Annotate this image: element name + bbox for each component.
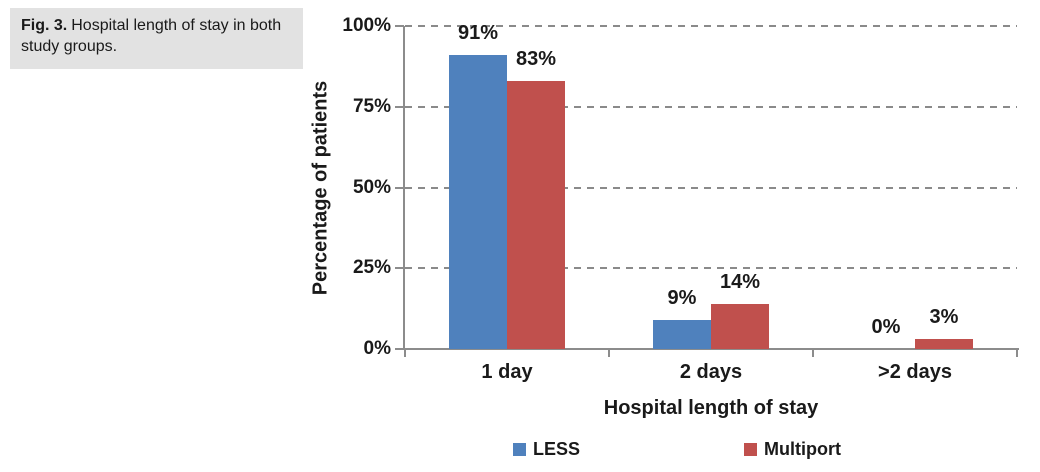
value-label-less-1-day: 91%	[457, 22, 499, 44]
x-axis-line	[403, 348, 1019, 350]
y-axis-line	[403, 26, 405, 350]
bar-less-2-days	[653, 320, 711, 349]
x-axis-tick-3	[1016, 350, 1018, 357]
value-label-multiport-2-days: 14%	[719, 271, 761, 293]
x-axis-tick-2	[812, 350, 814, 357]
bar-multiport-2-days	[711, 304, 769, 349]
y-tick-label-1: 75%	[352, 96, 391, 117]
x-tick-label-1-day: 1 day	[481, 361, 533, 383]
x-axis-tick-1	[608, 350, 610, 357]
figure-caption: Fig. 3. Hospital length of stay in both s…	[10, 8, 303, 69]
legend-swatch-less	[513, 442, 526, 456]
legend-swatch-multiport	[744, 442, 757, 456]
x-axis-tick-0	[404, 350, 406, 357]
y-axis-tick-1	[395, 106, 404, 108]
y-tick-label-2: 50%	[352, 177, 391, 198]
x-tick-label-2-days: 2 days	[679, 361, 743, 383]
y-axis-tick-4	[395, 348, 404, 350]
figure-caption-text: Hospital length of stay in both study gr…	[21, 17, 282, 55]
y-tick-label-0: 100%	[342, 15, 391, 36]
x-tick-label--2-days: >2 days	[878, 361, 952, 383]
y-tick-label-3: 25%	[352, 257, 391, 278]
gridline-100pct	[405, 25, 1017, 27]
legend-label-multiport: Multiport	[764, 439, 841, 459]
gridline-75pct	[405, 106, 1017, 108]
gridline-25pct	[405, 267, 1017, 269]
legend-item-less: LESS	[513, 440, 580, 458]
gridline-50pct	[405, 187, 1017, 189]
x-axis-title: Hospital length of stay	[603, 397, 819, 419]
y-axis-tick-2	[395, 187, 404, 189]
bar-multiport--2-days	[915, 339, 973, 349]
figure-caption-label: Fig. 3.	[21, 17, 68, 34]
value-label-multiport-1-day: 83%	[515, 48, 557, 70]
y-axis-tick-3	[395, 267, 404, 269]
y-tick-label-4: 0%	[363, 338, 391, 359]
legend-item-multiport: Multiport	[744, 440, 841, 458]
bar-multiport-1-day	[507, 81, 565, 349]
bar-less-1-day	[449, 55, 507, 349]
legend-label-less: LESS	[533, 439, 581, 459]
value-label-multiport--2-days: 3%	[929, 306, 959, 328]
y-axis-tick-0	[395, 25, 404, 27]
value-label-less--2-days: 0%	[871, 316, 901, 338]
value-label-less-2-days: 9%	[667, 287, 697, 309]
